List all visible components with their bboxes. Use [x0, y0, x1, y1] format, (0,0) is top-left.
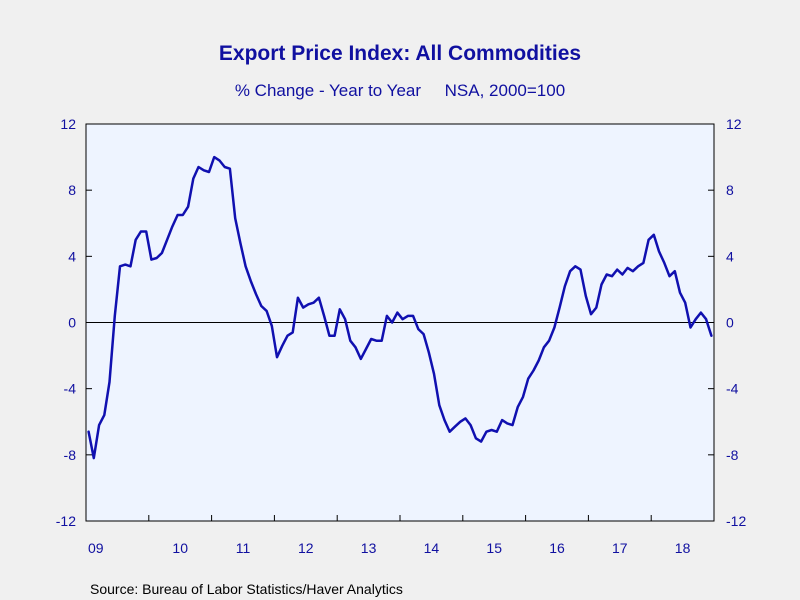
source-note: Source: Bureau of Labor Statistics/Haver…: [90, 581, 403, 597]
y-tick-label-left: 0: [68, 315, 76, 331]
y-tick-label-right: 0: [726, 315, 734, 331]
x-tick-label: 09: [88, 540, 104, 556]
y-tick-label-left: -8: [64, 447, 77, 463]
x-tick-label: 18: [675, 540, 691, 556]
y-tick-label-left: -4: [64, 381, 77, 397]
chart-subtitle: % Change - Year to Year NSA, 2000=100: [235, 81, 565, 100]
x-tick-label: 13: [361, 540, 377, 556]
chart-title: Export Price Index: All Commodities: [219, 42, 581, 65]
y-tick-label-right: 8: [726, 182, 734, 198]
y-tick-label-left: -12: [56, 513, 76, 529]
x-tick-label: 14: [424, 540, 440, 556]
series-line-0: [87, 155, 713, 460]
y-tick-label-right: 4: [726, 248, 734, 264]
x-tick-label: 17: [612, 540, 628, 556]
y-tick-label-left: 8: [68, 182, 76, 198]
series-layer: [87, 155, 713, 460]
x-tick-label: 15: [486, 540, 502, 556]
y-tick-label-left: 4: [68, 248, 76, 264]
x-tick-label: 10: [172, 540, 188, 556]
y-tick-label-right: -8: [726, 447, 739, 463]
x-tick-label: 11: [236, 540, 251, 556]
y-tick-label-left: 12: [60, 116, 76, 132]
x-tick-label: 12: [298, 540, 314, 556]
y-tick-label-right: -4: [726, 381, 739, 397]
y-tick-label-right: -12: [726, 513, 746, 529]
y-tick-label-right: 12: [726, 116, 742, 132]
ticks-layer: 12 12 8 8 4 4 0 0 -4 -4 -8 -8 -12 -12 09 10 11 12 13 14 15 16…: [56, 116, 747, 556]
x-tick-label: 16: [549, 540, 565, 556]
